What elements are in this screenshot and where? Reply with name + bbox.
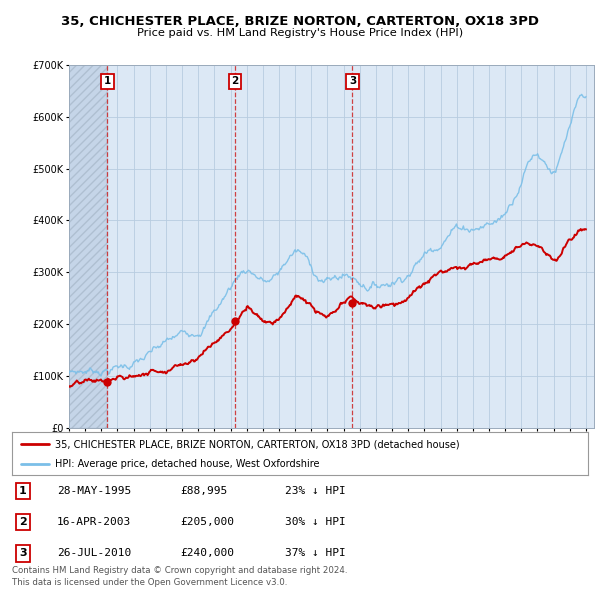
Text: 28-MAY-1995: 28-MAY-1995 <box>57 486 131 496</box>
Text: 2: 2 <box>232 76 239 86</box>
Text: Price paid vs. HM Land Registry's House Price Index (HPI): Price paid vs. HM Land Registry's House … <box>137 28 463 38</box>
Bar <box>69 65 107 428</box>
Text: Contains HM Land Registry data © Crown copyright and database right 2024.
This d: Contains HM Land Registry data © Crown c… <box>12 566 347 587</box>
Text: £205,000: £205,000 <box>180 517 234 527</box>
Text: 35, CHICHESTER PLACE, BRIZE NORTON, CARTERTON, OX18 3PD (detached house): 35, CHICHESTER PLACE, BRIZE NORTON, CART… <box>55 440 460 450</box>
Text: 26-JUL-2010: 26-JUL-2010 <box>57 549 131 558</box>
Text: £240,000: £240,000 <box>180 549 234 558</box>
Text: 2: 2 <box>19 517 26 527</box>
Text: 3: 3 <box>19 549 26 558</box>
Text: 35, CHICHESTER PLACE, BRIZE NORTON, CARTERTON, OX18 3PD: 35, CHICHESTER PLACE, BRIZE NORTON, CART… <box>61 15 539 28</box>
Text: HPI: Average price, detached house, West Oxfordshire: HPI: Average price, detached house, West… <box>55 459 320 469</box>
Bar <box>69 65 107 428</box>
Text: 30% ↓ HPI: 30% ↓ HPI <box>285 517 346 527</box>
Text: 23% ↓ HPI: 23% ↓ HPI <box>285 486 346 496</box>
Text: 1: 1 <box>19 486 26 496</box>
Text: 16-APR-2003: 16-APR-2003 <box>57 517 131 527</box>
Text: 3: 3 <box>349 76 356 86</box>
Text: £88,995: £88,995 <box>180 486 227 496</box>
Text: 1: 1 <box>104 76 111 86</box>
Text: 37% ↓ HPI: 37% ↓ HPI <box>285 549 346 558</box>
